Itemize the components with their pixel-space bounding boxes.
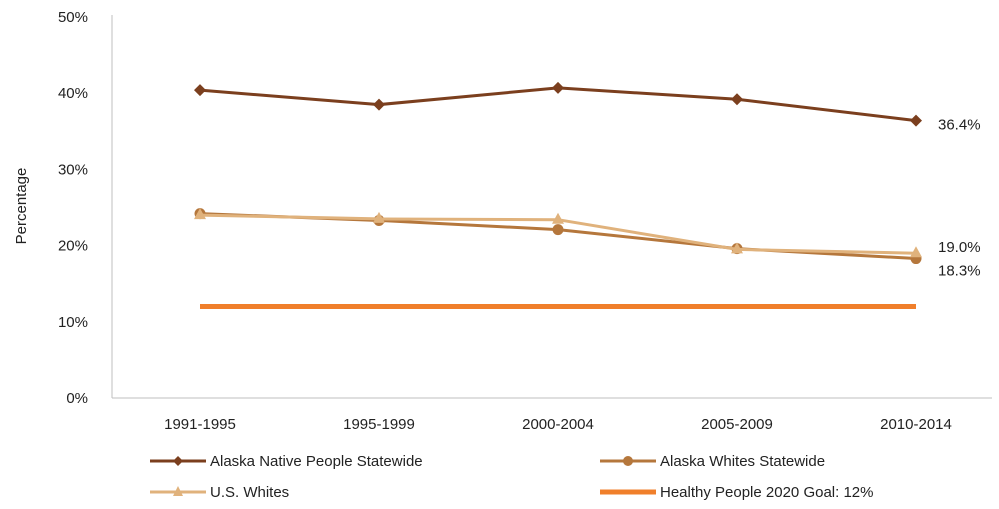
legend-label: Alaska Whites Statewide bbox=[660, 453, 825, 470]
y-tick-label: 40% bbox=[58, 85, 88, 102]
legend-label: Healthy People 2020 Goal: 12% bbox=[660, 484, 873, 501]
data-label: 19.0% bbox=[938, 239, 981, 256]
data-point bbox=[552, 224, 564, 236]
y-tick-label: 0% bbox=[66, 390, 88, 407]
y-tick-label: 10% bbox=[58, 314, 88, 331]
x-tick-label: 1991-1995 bbox=[164, 416, 236, 433]
legend-marker bbox=[173, 486, 183, 496]
data-point bbox=[552, 212, 564, 224]
data-point bbox=[731, 242, 743, 254]
x-tick-labels: 1991-1995 1995-1999 2000-2004 2005-2009 2010… bbox=[164, 416, 952, 433]
y-tick-label: 20% bbox=[58, 238, 88, 255]
data-point bbox=[194, 208, 206, 220]
data-point bbox=[552, 81, 564, 94]
x-tick-label: 2005-2009 bbox=[701, 416, 773, 433]
legend-label: U.S. Whites bbox=[210, 484, 289, 501]
y-tick-label: 30% bbox=[58, 161, 88, 178]
x-tick-label: 1995-1999 bbox=[343, 416, 415, 433]
data-point bbox=[373, 211, 385, 223]
x-tick-label: 2010-2014 bbox=[880, 416, 952, 433]
data-point bbox=[731, 93, 743, 106]
series-lines: 36.4% 18.3% 19.0% bbox=[194, 81, 981, 310]
legend-marker bbox=[623, 456, 633, 466]
legend-marker bbox=[173, 456, 183, 466]
data-point bbox=[194, 84, 206, 97]
data-label: 36.4% bbox=[938, 117, 981, 134]
legend: Alaska Native People Statewide Alaska Whi… bbox=[150, 453, 873, 501]
y-tick-labels: 0% 10% 20% 30% 40% 50% bbox=[58, 9, 88, 407]
x-tick-label: 2000-2004 bbox=[522, 416, 594, 433]
data-label: 18.3% bbox=[938, 263, 981, 280]
y-tick-label: 50% bbox=[58, 9, 88, 26]
data-point bbox=[910, 246, 922, 258]
legend-label: Alaska Native People Statewide bbox=[210, 453, 423, 470]
data-point bbox=[910, 114, 922, 127]
y-axis-title: Percentage bbox=[13, 168, 30, 245]
data-point bbox=[373, 98, 385, 111]
